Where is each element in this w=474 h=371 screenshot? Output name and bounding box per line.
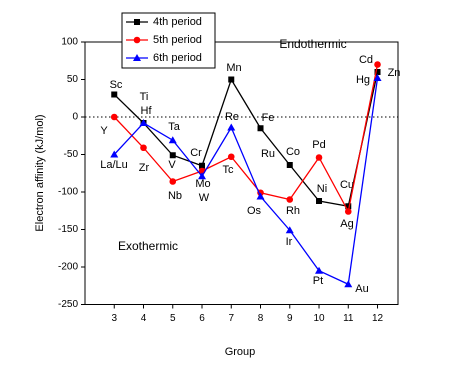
marker bbox=[134, 19, 140, 25]
annotation: Endothermic bbox=[279, 37, 346, 51]
element-label: W bbox=[199, 192, 210, 204]
marker bbox=[199, 162, 206, 169]
element-label: Ru bbox=[261, 148, 275, 160]
marker bbox=[345, 203, 352, 210]
marker bbox=[227, 123, 236, 131]
element-label: V bbox=[168, 159, 176, 171]
marker bbox=[286, 162, 293, 168]
marker bbox=[373, 74, 382, 81]
y-tick-label: 100 bbox=[61, 37, 78, 48]
element-label: Fe bbox=[262, 112, 275, 124]
series-line bbox=[113, 71, 379, 208]
x-tick-label: 3 bbox=[111, 313, 117, 324]
x-axis-label: Group bbox=[225, 346, 256, 358]
legend-label: 6th period bbox=[153, 52, 202, 64]
marker bbox=[344, 208, 352, 215]
x-tick-label: 9 bbox=[287, 313, 293, 324]
marker bbox=[168, 136, 177, 144]
element-label: La/Lu bbox=[100, 159, 128, 171]
marker bbox=[133, 54, 141, 61]
element-label: Nb bbox=[168, 190, 182, 202]
element-label: Co bbox=[286, 146, 300, 158]
element-label: Rh bbox=[286, 205, 300, 217]
y-axis-label: Electron affinity (kJ/mol) bbox=[34, 114, 46, 231]
marker bbox=[344, 280, 353, 288]
marker bbox=[256, 192, 265, 200]
element-label: Pd bbox=[312, 139, 325, 151]
element-label: Zr bbox=[139, 162, 150, 174]
marker bbox=[315, 154, 323, 161]
x-tick-label: 4 bbox=[141, 313, 147, 324]
annotation: Exothermic bbox=[118, 239, 178, 253]
marker bbox=[198, 172, 207, 180]
legend-label: 4th period bbox=[153, 16, 202, 28]
x-tick-label: 5 bbox=[170, 313, 176, 324]
element-label: Zn bbox=[388, 67, 401, 79]
series-line bbox=[113, 64, 379, 214]
y-tick-label: -150 bbox=[58, 224, 78, 235]
marker bbox=[257, 125, 264, 132]
marker bbox=[169, 178, 177, 185]
y-tick-label: -250 bbox=[58, 299, 78, 310]
marker bbox=[110, 150, 119, 158]
marker bbox=[227, 153, 235, 161]
element-label: Ag bbox=[340, 218, 353, 230]
element-label: Cd bbox=[359, 54, 373, 66]
marker bbox=[169, 152, 176, 159]
element-label: Hf bbox=[141, 105, 153, 117]
marker bbox=[374, 69, 381, 75]
marker bbox=[315, 266, 324, 274]
element-label: Mn bbox=[226, 62, 241, 74]
element-label: Tc bbox=[223, 164, 235, 176]
element-label: Ta bbox=[168, 121, 181, 133]
element-label: Au bbox=[355, 283, 368, 295]
element-label: Os bbox=[247, 205, 262, 217]
legend-label: 5th period bbox=[153, 34, 202, 46]
element-label: Cr bbox=[190, 147, 202, 159]
element-label: Ir bbox=[286, 236, 293, 248]
x-tick-label: 10 bbox=[313, 313, 325, 324]
element-label: Cu bbox=[340, 179, 354, 191]
x-tick-label: 6 bbox=[199, 313, 205, 324]
plot-frame bbox=[84, 41, 399, 305]
y-tick-label: 0 bbox=[72, 112, 78, 123]
y-tick-label: -100 bbox=[58, 187, 78, 198]
element-label: Ti bbox=[140, 91, 149, 103]
marker bbox=[133, 36, 141, 44]
x-tick-label: 11 bbox=[343, 313, 354, 324]
element-label: Re bbox=[225, 111, 239, 123]
element-label: Y bbox=[100, 125, 108, 137]
marker bbox=[139, 119, 148, 126]
marker bbox=[285, 226, 294, 234]
marker bbox=[316, 198, 323, 204]
marker bbox=[111, 91, 118, 98]
element-label: Pt bbox=[313, 275, 323, 287]
marker bbox=[286, 196, 294, 203]
x-tick-label: 8 bbox=[258, 313, 264, 324]
x-tick-label: 7 bbox=[228, 313, 234, 324]
marker bbox=[228, 76, 235, 83]
series-line bbox=[113, 77, 379, 286]
element-label: Mo bbox=[195, 178, 210, 190]
x-tick-label: 12 bbox=[372, 313, 384, 324]
marker bbox=[110, 113, 118, 121]
y-tick-label: -200 bbox=[58, 262, 78, 273]
y-tick-label: -50 bbox=[64, 149, 79, 160]
element-label: Hg bbox=[356, 74, 370, 86]
marker bbox=[374, 61, 381, 68]
marker bbox=[140, 144, 147, 152]
element-label: Sc bbox=[110, 79, 123, 91]
y-tick-label: 50 bbox=[67, 74, 79, 85]
element-label: Ni bbox=[317, 183, 327, 195]
